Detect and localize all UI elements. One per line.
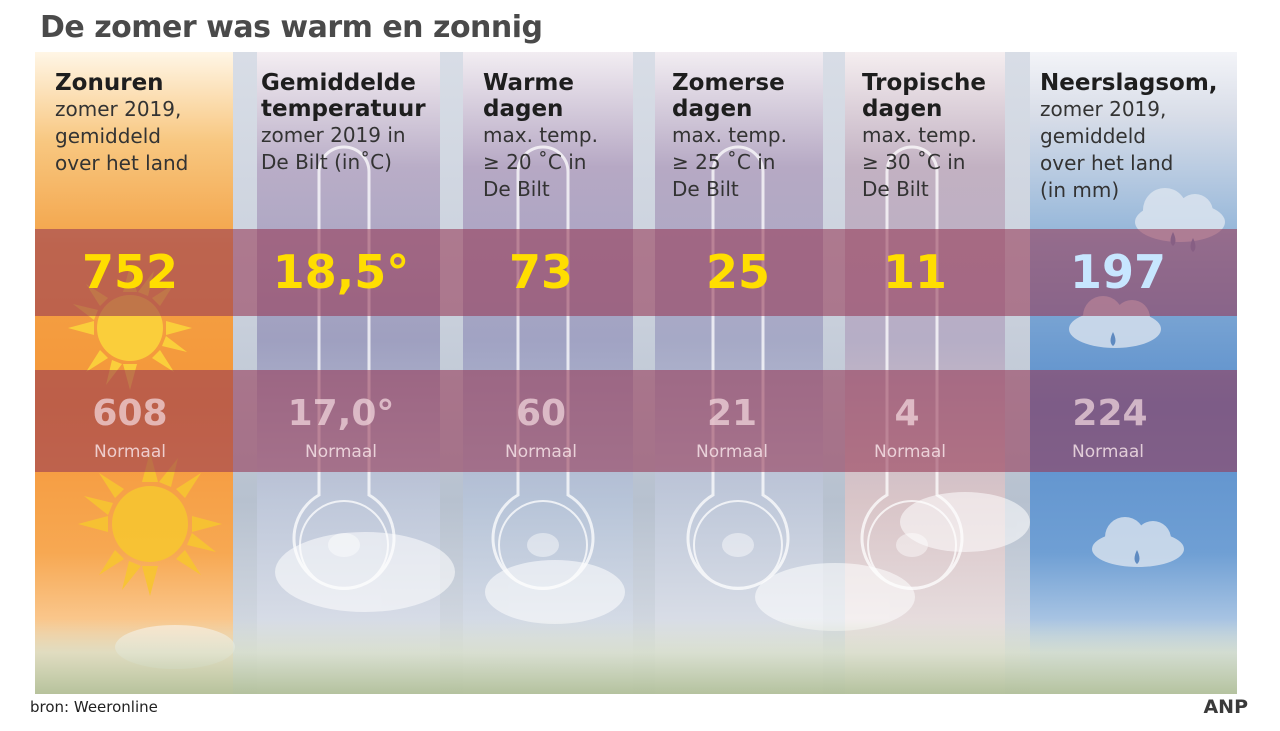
column-heading: Zonuren [55, 70, 164, 96]
sunshine-header: Zonuren zomer 2019, gemiddeld over het l… [55, 70, 188, 177]
normal-label: Normaal [305, 442, 377, 462]
tropical-days-value: 11 [882, 245, 947, 299]
normal-label: Normaal [696, 442, 768, 462]
thermometer-icon [491, 145, 595, 590]
column-subheading: zomer 2019 in De Bilt (in˚C) [261, 123, 406, 174]
normal-label: Normaal [505, 442, 577, 462]
temperature-normal: 17,0° [287, 393, 395, 434]
normal-values-band [35, 370, 1237, 472]
summer-days-value: 25 [705, 245, 770, 299]
temperature-value: 18,5° [272, 245, 410, 299]
warm-days-normal: 60 [515, 393, 567, 434]
sunshine-normal: 608 [92, 393, 168, 434]
source-credit: bron: Weeronline [30, 698, 158, 716]
normal-label: Normaal [94, 442, 166, 462]
precipitation-normal: 224 [1072, 393, 1148, 434]
summer-days-normal: 21 [706, 393, 758, 434]
column-subheading: zomer 2019, gemiddeld over het land [55, 97, 189, 175]
infographic-panel: Zonuren zomer 2019, gemiddeld over het l… [35, 52, 1237, 694]
warm-days-header: Warme dagen max. temp. ≥ 20 ˚C in De Bil… [483, 70, 598, 203]
tropical-days-normal: 4 [894, 393, 920, 434]
column-heading: Warme dagen [483, 70, 574, 122]
thermometer-icon [686, 145, 790, 590]
thermometer-icon [860, 145, 964, 590]
current-values-band [35, 229, 1237, 316]
thermometer-icon [292, 145, 396, 590]
column-heading: Zomerse dagen [672, 70, 785, 122]
normal-label: Normaal [1072, 442, 1144, 462]
summer-days-header: Zomerse dagen max. temp. ≥ 25 ˚C in De B… [672, 70, 787, 203]
warm-days-value: 73 [508, 245, 573, 299]
temperature-header: Gemiddelde temperatuur zomer 2019 in De … [261, 70, 426, 176]
precipitation-header: Neerslagsom, zomer 2019, gemiddeld over … [1040, 70, 1218, 204]
precipitation-value: 197 [1069, 245, 1167, 299]
column-subheading: max. temp. ≥ 20 ˚C in De Bilt [483, 123, 598, 201]
column-heading: Gemiddelde temperatuur [261, 70, 426, 122]
column-subheading: max. temp. ≥ 25 ˚C in De Bilt [672, 123, 787, 201]
column-subheading: max. temp. ≥ 30 ˚C in De Bilt [862, 123, 977, 201]
page-title: De zomer was warm en zonnig [40, 10, 543, 45]
anp-logo: ANP [1203, 696, 1248, 718]
tropical-days-header: Tropische dagen max. temp. ≥ 30 ˚C in De… [862, 70, 986, 203]
normal-label: Normaal [874, 442, 946, 462]
sunshine-value: 752 [81, 245, 179, 299]
column-heading: Neerslagsom, [1040, 70, 1218, 96]
column-heading: Tropische dagen [862, 70, 986, 122]
rain-cloud-icon [1092, 517, 1184, 567]
sun-icon [78, 452, 222, 596]
grass-decoration [35, 619, 1237, 694]
column-subheading: zomer 2019, gemiddeld over het land (in … [1040, 97, 1174, 202]
